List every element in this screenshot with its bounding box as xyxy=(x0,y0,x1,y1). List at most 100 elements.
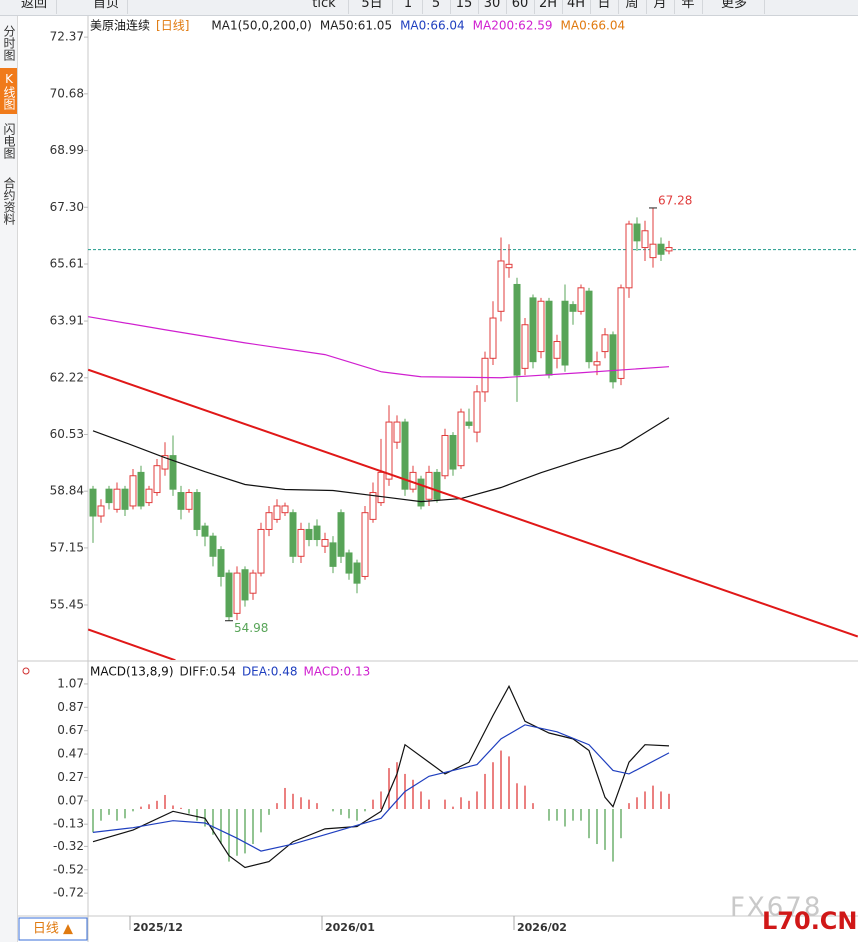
candle-body xyxy=(265,512,273,530)
candle-body xyxy=(281,505,289,514)
candle-body xyxy=(177,492,185,510)
candle-body xyxy=(609,334,617,383)
toolbar-button[interactable]: 4H xyxy=(562,0,591,14)
y-tick-label: 0.47 xyxy=(57,747,84,761)
candle-body xyxy=(217,549,225,577)
candle-body xyxy=(89,488,97,517)
y-tick-label: 65.61 xyxy=(50,256,84,270)
candle-body xyxy=(305,528,313,541)
candle-body xyxy=(457,411,465,467)
candle-body xyxy=(625,223,633,289)
candle-body xyxy=(153,465,161,494)
watermark: FX678 xyxy=(730,893,822,923)
side-tab[interactable]: 合约资料 xyxy=(2,177,16,225)
candle-body xyxy=(561,300,569,366)
y-tick-label: 68.99 xyxy=(50,143,84,157)
legend-item: MA50:61.05 xyxy=(320,19,392,33)
candle-body xyxy=(553,341,561,359)
toolbar-button[interactable]: 60 xyxy=(506,0,535,14)
period-tag: [日线] xyxy=(156,19,189,33)
y-tick-label: 70.68 xyxy=(50,86,84,100)
moving-average xyxy=(92,417,670,503)
toolbar-button[interactable]: 15 xyxy=(450,0,479,14)
candle-body xyxy=(577,287,585,312)
y-tick-label: 57.15 xyxy=(50,540,84,554)
candle-body xyxy=(345,552,353,574)
candle-body xyxy=(513,283,521,376)
candle-body xyxy=(497,260,505,312)
watermark: L70.CN xyxy=(762,907,858,935)
candle-body xyxy=(465,421,473,426)
candle-body xyxy=(193,492,201,530)
y-tick-label: 67.30 xyxy=(50,200,84,214)
price-plot xyxy=(88,207,858,660)
candle-body xyxy=(401,421,409,490)
macd-line xyxy=(92,684,670,869)
candle-body xyxy=(161,455,169,470)
candle-body xyxy=(137,471,145,507)
candle-body xyxy=(481,357,489,393)
candle-body xyxy=(665,247,673,252)
annotation-label: 67.28 xyxy=(658,193,692,207)
candle-body xyxy=(209,535,217,557)
toolbar-button[interactable]: 返回 xyxy=(12,0,57,14)
candle-body xyxy=(601,334,609,353)
candle-body xyxy=(297,528,305,557)
side-tab[interactable]: K线图 xyxy=(0,68,17,114)
toolbar-button[interactable]: tick xyxy=(300,0,349,14)
trendline xyxy=(88,368,858,638)
side-tabs: 分时图 K线图闪电图合约资料 xyxy=(0,16,18,942)
y-tick-label: 60.53 xyxy=(50,427,84,441)
candle-body xyxy=(329,542,337,567)
candle-body xyxy=(585,290,593,363)
candle-body xyxy=(185,492,193,510)
candle-body xyxy=(169,455,177,490)
y-tick-label: 0.87 xyxy=(57,700,84,714)
candle-body xyxy=(545,300,553,376)
toolbar-button[interactable]: 日 xyxy=(590,0,619,14)
candle-body xyxy=(121,488,129,510)
candle-body xyxy=(97,505,105,517)
x-tick-label: 2026/01 xyxy=(325,921,375,934)
y-tick-label: 55.45 xyxy=(50,597,84,611)
candle-body xyxy=(385,421,393,480)
annotations-layer: 67.28 54.98 xyxy=(225,193,692,635)
y-tick-label: 0.27 xyxy=(57,770,84,784)
candle-body xyxy=(249,572,257,594)
period-button[interactable] xyxy=(18,917,88,941)
y-tick-label: -0.52 xyxy=(53,862,84,876)
legend-item: MA1(50,0,200,0) xyxy=(211,19,311,33)
side-tab[interactable]: 闪电图 xyxy=(2,123,16,159)
candle-body xyxy=(337,512,345,557)
toolbar-button[interactable]: 1 xyxy=(394,0,423,14)
toolbar-button[interactable]: 周 xyxy=(618,0,647,14)
toolbar-button[interactable]: 年 xyxy=(674,0,703,14)
candle-body xyxy=(369,492,377,520)
candle-body xyxy=(233,572,241,614)
toolbar-button[interactable]: 首页 xyxy=(85,0,128,14)
toolbar-button[interactable]: 30 xyxy=(478,0,507,14)
candle-body xyxy=(649,243,657,259)
candle-body xyxy=(657,243,665,255)
y-tick-label: 72.37 xyxy=(50,30,84,44)
toolbar-button[interactable]: 更多 xyxy=(704,0,765,14)
toolbar-button[interactable]: 月 xyxy=(646,0,675,14)
x-tick-label: 2025/12 xyxy=(133,921,183,934)
candle-body xyxy=(361,512,369,577)
side-tab[interactable]: 分时图 xyxy=(2,25,16,61)
legend-item: DEA:0.48 xyxy=(242,665,298,679)
candle-body xyxy=(425,471,433,500)
toolbar-button[interactable]: 5日 xyxy=(352,0,393,14)
candle-body xyxy=(505,263,513,269)
y-tick-label: 58.84 xyxy=(50,484,84,498)
annotation-label: 54.98 xyxy=(234,621,268,635)
y-tick-label: 0.67 xyxy=(57,723,84,737)
candle-body xyxy=(105,488,113,504)
candle-body xyxy=(617,287,625,379)
toolbar-button[interactable]: 5 xyxy=(422,0,451,14)
toolbar-button[interactable]: 2H xyxy=(534,0,563,14)
y-tick-label: 63.91 xyxy=(50,314,84,328)
candle-body xyxy=(449,434,457,470)
settings-icon[interactable] xyxy=(22,667,30,675)
